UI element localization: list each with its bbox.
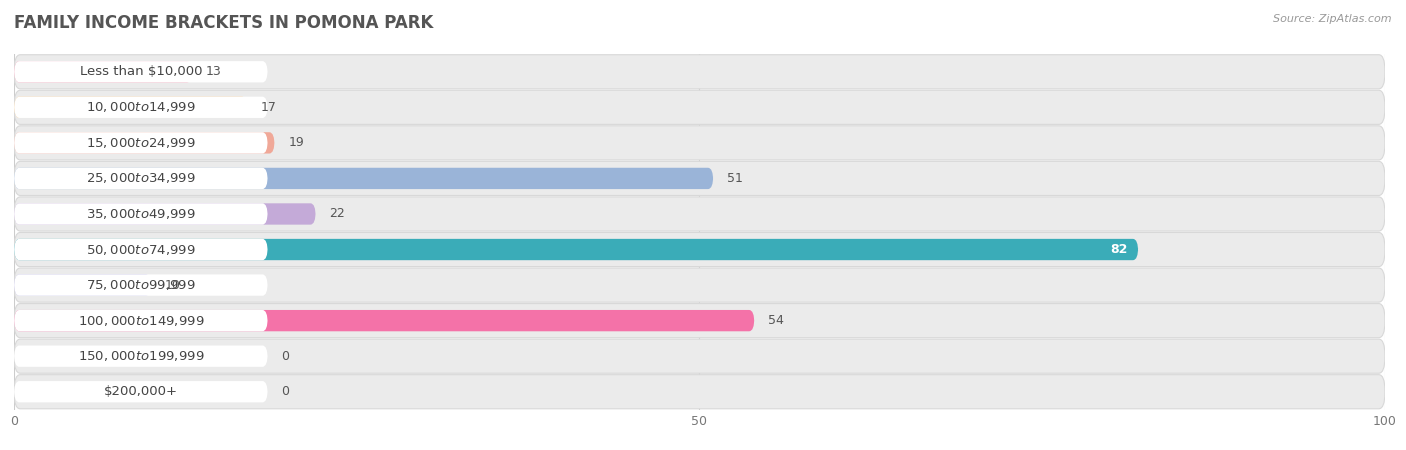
Text: 17: 17 [262, 101, 277, 114]
FancyBboxPatch shape [14, 268, 1385, 302]
Text: $100,000 to $149,999: $100,000 to $149,999 [77, 314, 204, 328]
Text: FAMILY INCOME BRACKETS IN POMONA PARK: FAMILY INCOME BRACKETS IN POMONA PARK [14, 14, 433, 32]
Text: 82: 82 [1109, 243, 1128, 256]
FancyBboxPatch shape [14, 346, 267, 367]
Text: Less than $10,000: Less than $10,000 [80, 65, 202, 78]
Text: 13: 13 [207, 65, 222, 78]
FancyBboxPatch shape [14, 304, 1385, 338]
Text: 19: 19 [288, 136, 304, 149]
Text: Source: ZipAtlas.com: Source: ZipAtlas.com [1274, 14, 1392, 23]
FancyBboxPatch shape [14, 339, 1385, 373]
FancyBboxPatch shape [14, 132, 267, 153]
FancyBboxPatch shape [14, 132, 274, 153]
Text: $35,000 to $49,999: $35,000 to $49,999 [86, 207, 195, 221]
FancyBboxPatch shape [14, 61, 193, 82]
FancyBboxPatch shape [14, 274, 152, 296]
FancyBboxPatch shape [14, 203, 315, 225]
FancyBboxPatch shape [14, 274, 267, 296]
FancyBboxPatch shape [14, 233, 1385, 266]
Text: $75,000 to $99,999: $75,000 to $99,999 [86, 278, 195, 292]
FancyBboxPatch shape [14, 55, 1385, 89]
Text: 51: 51 [727, 172, 742, 185]
Text: 10: 10 [165, 279, 181, 292]
FancyBboxPatch shape [14, 97, 267, 118]
Text: $50,000 to $74,999: $50,000 to $74,999 [86, 243, 195, 256]
FancyBboxPatch shape [14, 61, 267, 82]
Text: $10,000 to $14,999: $10,000 to $14,999 [86, 100, 195, 114]
Text: 54: 54 [768, 314, 785, 327]
FancyBboxPatch shape [14, 239, 267, 260]
FancyBboxPatch shape [14, 168, 267, 189]
FancyBboxPatch shape [14, 168, 713, 189]
FancyBboxPatch shape [14, 310, 267, 331]
Text: $200,000+: $200,000+ [104, 385, 179, 398]
FancyBboxPatch shape [14, 162, 1385, 195]
Text: $15,000 to $24,999: $15,000 to $24,999 [86, 136, 195, 150]
FancyBboxPatch shape [14, 375, 1385, 409]
FancyBboxPatch shape [14, 97, 247, 118]
Text: 22: 22 [329, 207, 344, 220]
FancyBboxPatch shape [14, 90, 1385, 124]
FancyBboxPatch shape [14, 310, 754, 331]
Text: 0: 0 [281, 350, 290, 363]
Text: $150,000 to $199,999: $150,000 to $199,999 [77, 349, 204, 363]
FancyBboxPatch shape [14, 381, 267, 402]
FancyBboxPatch shape [14, 239, 1139, 260]
FancyBboxPatch shape [14, 203, 267, 225]
Text: 0: 0 [281, 385, 290, 398]
FancyBboxPatch shape [14, 197, 1385, 231]
Text: $25,000 to $34,999: $25,000 to $34,999 [86, 171, 195, 185]
FancyBboxPatch shape [14, 126, 1385, 160]
